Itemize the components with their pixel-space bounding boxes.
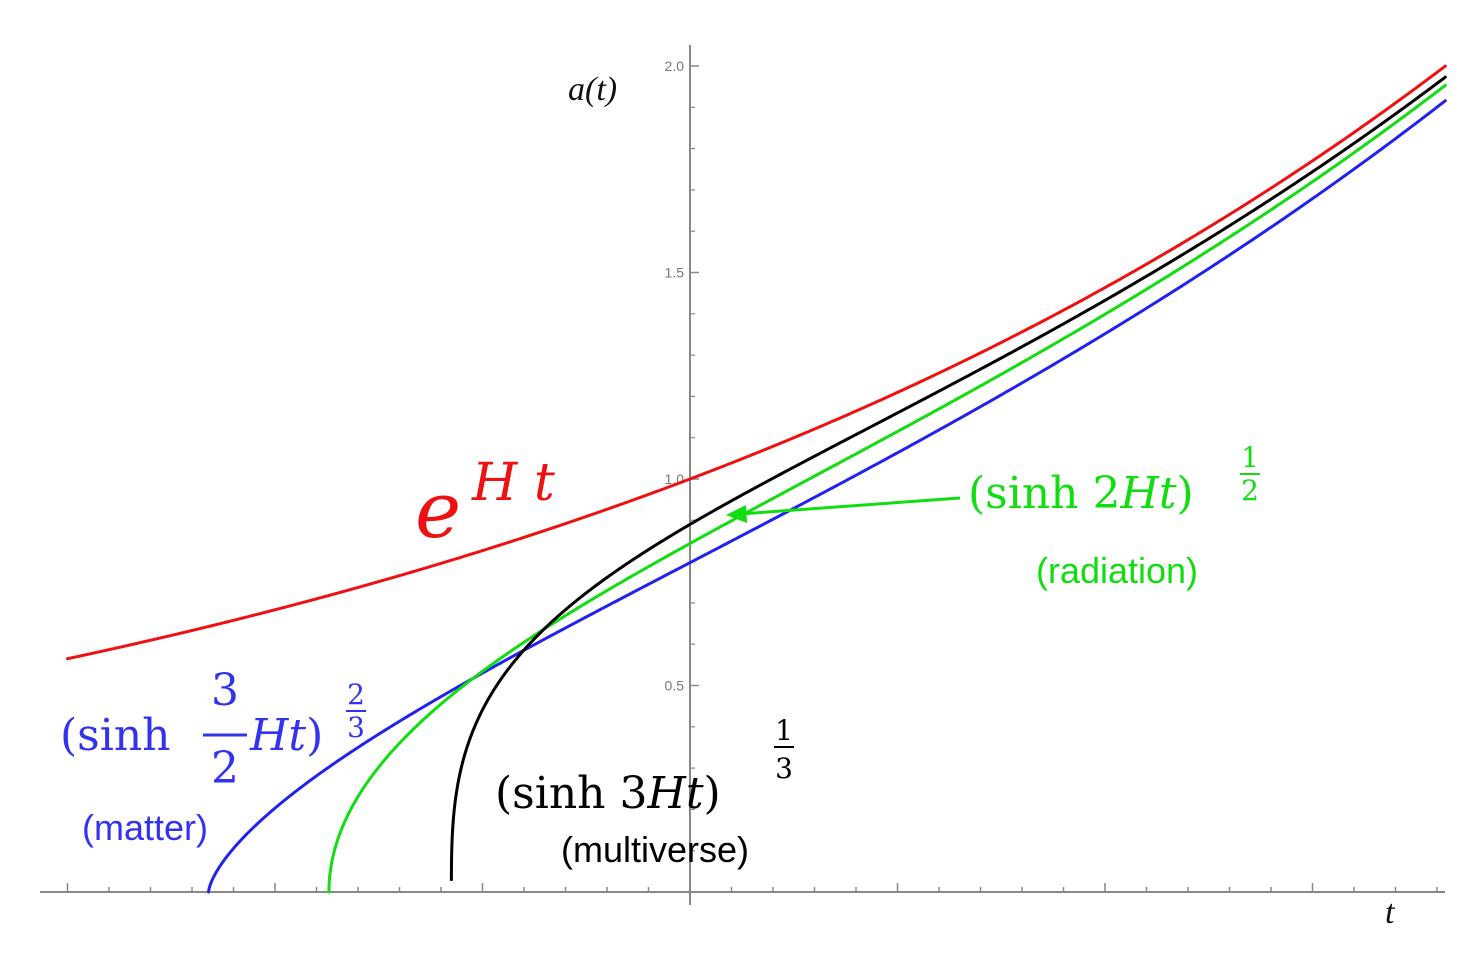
radiation-close: ) (1177, 468, 1194, 519)
y-axis-ticks: 0.51.01.52.0 (665, 58, 699, 852)
series-line-exponential (66, 64, 1447, 661)
radiation-open: (sinh 2 (968, 468, 1120, 519)
multiverse-exp-den: 3 (775, 752, 793, 785)
matter-formula: Ht) (249, 710, 323, 761)
multiverse-close: ) (704, 768, 721, 819)
exponential-exponent: H t (471, 453, 555, 513)
matter-frac-den: 2 (211, 743, 239, 794)
matter-note: (matter) (82, 807, 208, 848)
matter-open: (sinh (60, 710, 171, 761)
multiverse-note: (multiverse) (561, 829, 749, 870)
radiation-exp-num: 1 (1241, 441, 1259, 474)
multiverse-formula: (sinh 3Ht) (495, 768, 721, 819)
x-axis-ticks (66, 883, 1438, 892)
series-line-multiverse (449, 75, 1447, 882)
series-layer (66, 64, 1447, 894)
radiation-arrow (739, 496, 961, 516)
matter-exp-num: 2 (347, 678, 365, 711)
matter-close: ) (306, 710, 323, 761)
matter-frac-num: 3 (211, 665, 239, 716)
multiverse-var: Ht (646, 768, 703, 819)
radiation-exp-den: 2 (1241, 474, 1259, 507)
radiation-arrowhead (726, 505, 747, 523)
exponential-base: e (415, 466, 461, 556)
multiverse-open: (sinh 3 (495, 768, 647, 819)
radiation-var: Ht (1119, 468, 1176, 519)
exponential-annotation: e H t (415, 453, 555, 556)
multiverse-exp-num: 1 (775, 714, 793, 747)
y-tick-label: 1.5 (665, 265, 685, 281)
y-tick-label: 0.5 (665, 678, 685, 694)
matter-annotation: (sinh 3 2 Ht) 2 3 (matter) (60, 665, 366, 848)
y-axis-label: a(t) (568, 71, 617, 108)
matter-exp-den: 3 (347, 711, 365, 744)
y-tick-label: 2.0 (665, 58, 685, 74)
radiation-formula: (sinh 2Ht) (968, 468, 1194, 519)
series-line-matter (207, 99, 1447, 894)
multiverse-annotation: (sinh 3Ht) 1 3 (multiverse) (495, 714, 794, 870)
series-line-radiation (327, 83, 1447, 894)
radiation-note: (radiation) (1036, 550, 1198, 591)
radiation-annotation: (sinh 2Ht) 1 2 (radiation) (726, 441, 1260, 591)
matter-var: Ht (249, 710, 306, 761)
x-axis-label: t (1385, 894, 1396, 931)
